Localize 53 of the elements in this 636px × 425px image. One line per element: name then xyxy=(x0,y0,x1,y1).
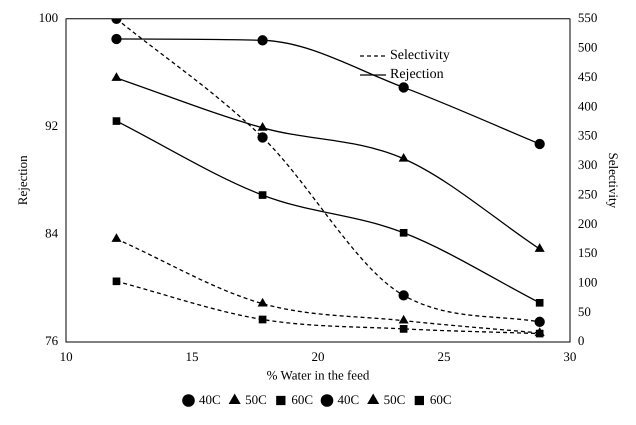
point xyxy=(534,316,545,327)
point xyxy=(258,316,266,324)
legend-label: 50C xyxy=(245,392,267,407)
point xyxy=(400,228,408,237)
x-tick-label: 30 xyxy=(563,349,576,364)
annotation: Rejection xyxy=(390,66,444,84)
legend-label: 40C xyxy=(338,392,360,407)
y2-tick-label: 500 xyxy=(578,40,598,55)
x-tick-label: 10 xyxy=(60,349,73,364)
point xyxy=(536,298,544,307)
legend-label: 50C xyxy=(384,392,406,407)
y2-tick-label: 550 xyxy=(578,10,598,26)
point xyxy=(258,298,268,307)
y2-tick-label: 50 xyxy=(578,304,591,319)
point xyxy=(400,325,408,333)
y-axis-title: Rejection xyxy=(15,154,30,206)
y2-tick-label: 0 xyxy=(578,333,584,348)
y2-tick-label: 300 xyxy=(578,157,598,172)
point xyxy=(535,244,544,252)
legend-label: 60C xyxy=(291,392,313,407)
y2-axis-title: Selectivity xyxy=(606,152,621,209)
point xyxy=(399,316,408,324)
y-tick-label: 100 xyxy=(38,10,58,26)
point xyxy=(257,35,268,46)
y2-tick-label: 450 xyxy=(578,68,598,84)
y-tick-label: 76 xyxy=(45,333,59,348)
point xyxy=(398,290,409,301)
y2-tick-label: 400 xyxy=(578,98,598,114)
x-tick-label: 15 xyxy=(186,349,199,364)
y2-tick-label: 200 xyxy=(578,216,598,231)
point xyxy=(111,34,122,44)
y-tick-label: 84 xyxy=(45,226,59,241)
point xyxy=(112,117,120,125)
point xyxy=(257,132,268,143)
point xyxy=(258,122,268,131)
legend-label: 60C xyxy=(430,392,452,407)
x-axis-title: % Water in the feed xyxy=(266,368,370,383)
y2-tick-label: 100 xyxy=(578,274,598,290)
legend-label: 40C xyxy=(198,392,221,407)
point xyxy=(534,138,545,150)
y2-tick-label: 150 xyxy=(578,245,598,260)
x-tick-label: 20 xyxy=(312,349,324,364)
point xyxy=(258,191,266,199)
point xyxy=(112,234,122,242)
x-tick-label: 25 xyxy=(437,349,450,364)
point xyxy=(398,82,409,93)
point xyxy=(399,154,408,162)
y2-tick-label: 350 xyxy=(578,128,598,143)
annotation: Selectivity xyxy=(390,47,450,65)
point xyxy=(112,277,120,286)
y-tick-label: 92 xyxy=(45,118,58,133)
point xyxy=(112,72,122,81)
y2-tick-label: 250 xyxy=(578,186,598,202)
